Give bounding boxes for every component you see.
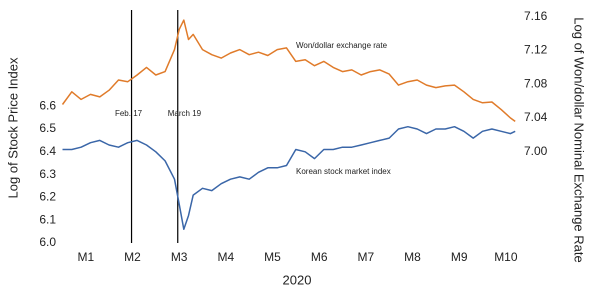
y-tick-label: 6.2 [39, 190, 56, 204]
x-tick-label: M3 [171, 250, 188, 264]
y2-axis-label: Log of Won/dollar Nominal Exchange Rate [572, 17, 587, 262]
x-tick-label: M6 [311, 250, 328, 264]
series-label: Won/dollar exchange rate [296, 41, 388, 50]
y2-tick-label: 7.16 [524, 9, 548, 23]
y-tick-label: 6.6 [39, 98, 56, 112]
x-axis-label: 2020 [283, 272, 312, 287]
x-tick-label: M2 [124, 250, 141, 264]
y2-tick-label: 7.00 [524, 144, 548, 158]
y-tick-label: 6.5 [39, 121, 56, 135]
x-tick-label: M5 [264, 250, 281, 264]
x-tick-label: M10 [494, 250, 518, 264]
x-tick-label: M1 [77, 250, 94, 264]
y-tick-label: 6.1 [39, 212, 56, 226]
x-tick-label: M9 [451, 250, 468, 264]
series-line [62, 125, 516, 231]
series-line [61, 19, 516, 123]
x-tick-label: M8 [404, 250, 421, 264]
x-tick-label: M4 [217, 250, 234, 264]
y-axis-label: Log of Stock Price Index [5, 57, 20, 198]
y2-tick-label: 7.04 [524, 110, 548, 124]
y2-tick-label: 7.08 [524, 76, 548, 90]
event-label: Feb. 17 [115, 109, 143, 118]
series-label: Korean stock market index [296, 167, 391, 176]
y-tick-label: 6.3 [39, 167, 56, 181]
x-tick-label: M7 [358, 250, 375, 264]
y2-tick-label: 7.12 [524, 43, 548, 57]
event-label: March 19 [168, 109, 202, 118]
y-tick-label: 6.4 [39, 144, 56, 158]
y-tick-label: 6.0 [39, 235, 56, 249]
